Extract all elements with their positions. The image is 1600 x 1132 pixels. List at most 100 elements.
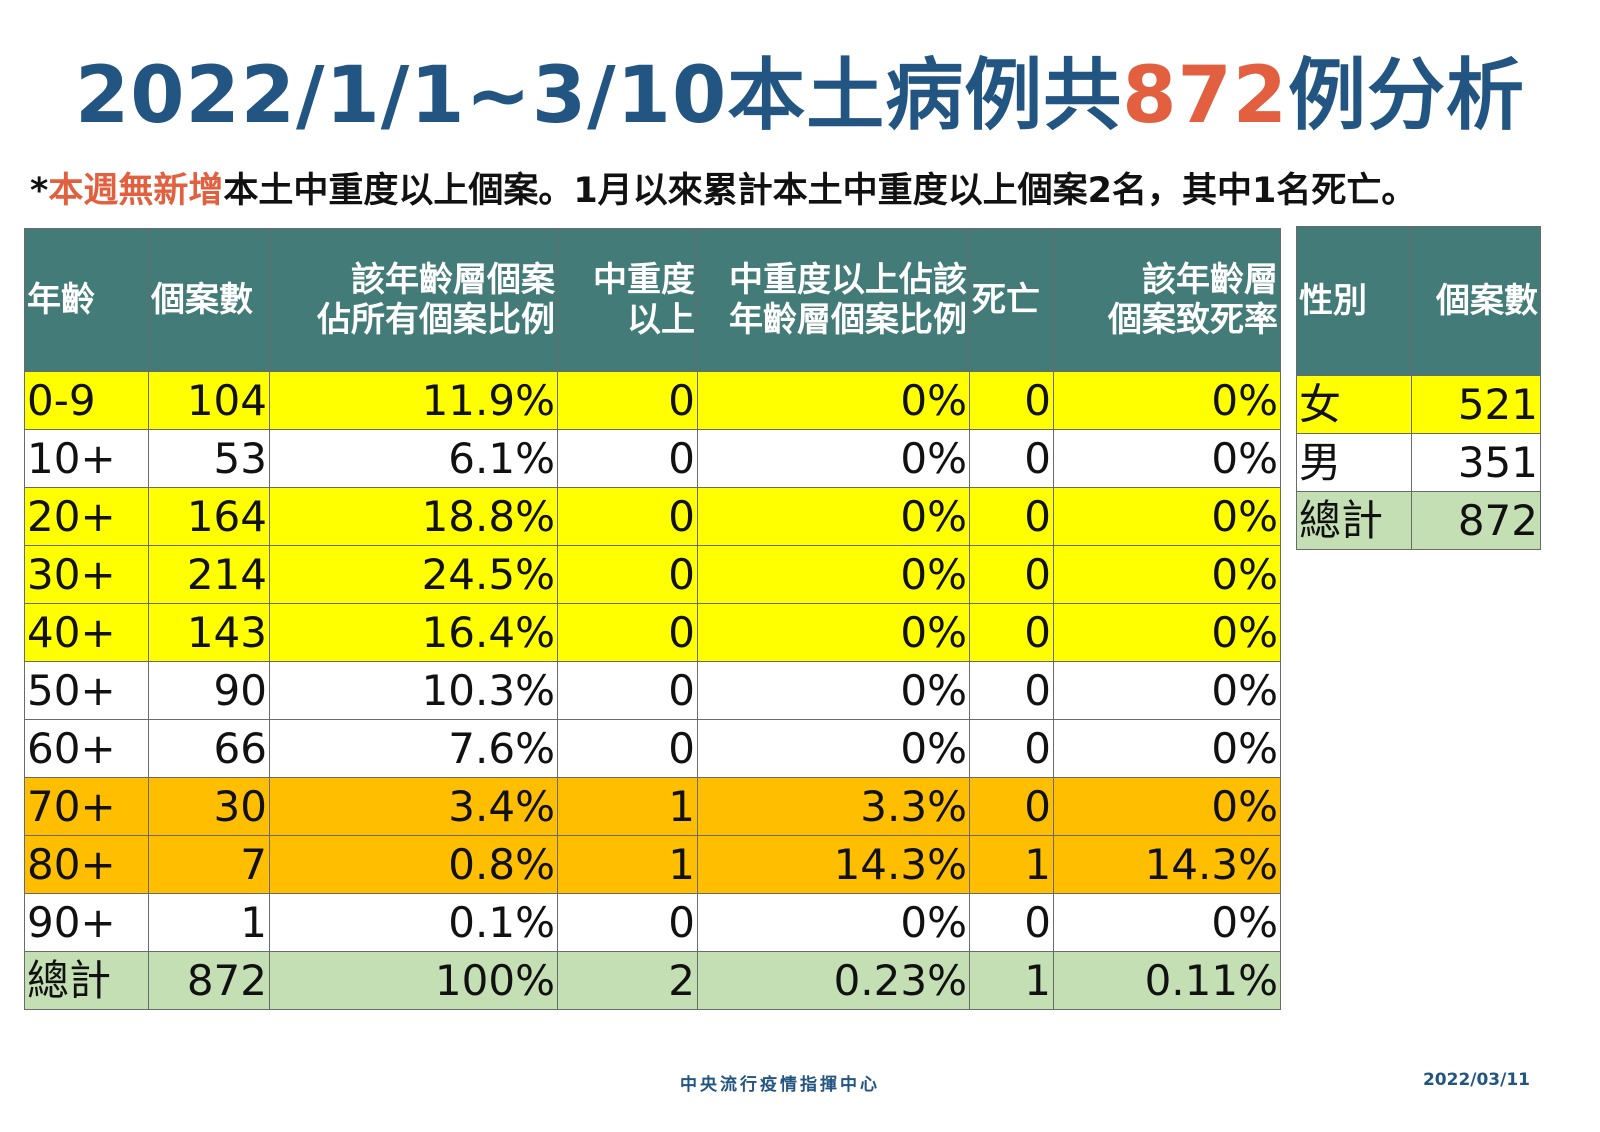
- cell-severe: 0: [557, 371, 698, 430]
- age-table-header-row: 年齡 個案數 該年齡層個案 佔所有個案比例 中重度 以上 中重度以上佔該 年齡層…: [24, 228, 1281, 372]
- cell-severe-share: 0.23%: [697, 951, 970, 1010]
- header-severe-line2: 以上: [627, 300, 695, 340]
- cell-share: 0.1%: [269, 893, 558, 952]
- cell-sex: 總計: [1296, 491, 1412, 550]
- cell-severe-share: 0%: [697, 719, 970, 778]
- header-severe-share-line2: 年齡層個案比例: [729, 300, 967, 340]
- cell-cases: 66: [148, 719, 270, 778]
- cell-severe-share: 0%: [697, 661, 970, 720]
- sex-table: 性別 個案數 女 521 男 351 總計 872: [1296, 226, 1541, 550]
- table-row: 30+ 214 24.5% 0 0% 0 0%: [24, 545, 1281, 604]
- cell-cfr: 0%: [1053, 777, 1281, 836]
- cell-deaths: 0: [969, 777, 1054, 836]
- cell-cases: 521: [1411, 375, 1541, 434]
- cell-age: 30+: [24, 545, 149, 604]
- table-row: 20+ 164 18.8% 0 0% 0 0%: [24, 487, 1281, 546]
- cell-share: 11.9%: [269, 371, 558, 430]
- cell-age: 60+: [24, 719, 149, 778]
- header-deaths: 死亡: [969, 228, 1054, 372]
- cell-age: 10+: [24, 429, 149, 488]
- note-star: *: [30, 171, 49, 211]
- cell-severe-share: 0%: [697, 487, 970, 546]
- cell-cases: 30: [148, 777, 270, 836]
- footer-organization: 中央流行疫情指揮中心: [680, 1075, 880, 1095]
- table-row: 70+ 30 3.4% 1 3.3% 0 0%: [24, 777, 1281, 836]
- cell-severe: 0: [557, 603, 698, 662]
- cell-cases: 1: [148, 893, 270, 952]
- page-title: 2022/1/1~3/10本土病例共872例分析: [0, 48, 1600, 144]
- cell-cfr: 0%: [1053, 545, 1281, 604]
- header-cfr-line1: 該年齡層: [1142, 260, 1278, 300]
- cell-cases: 164: [148, 487, 270, 546]
- cell-share: 100%: [269, 951, 558, 1010]
- cell-share: 0.8%: [269, 835, 558, 894]
- cell-severe: 0: [557, 719, 698, 778]
- cell-severe-share: 0%: [697, 603, 970, 662]
- note-highlight: 本週無新增: [48, 171, 224, 211]
- cell-share: 6.1%: [269, 429, 558, 488]
- sex-table-header-row: 性別 個案數: [1296, 226, 1541, 376]
- cell-cases: 90: [148, 661, 270, 720]
- age-table-body: 0-9 104 11.9% 0 0% 0 0% 10+ 53 6.1% 0 0% 0 0% 20+ 164 18…: [24, 371, 1281, 1010]
- cell-cases: 7: [148, 835, 270, 894]
- cell-cfr: 0%: [1053, 719, 1281, 778]
- cell-age: 50+: [24, 661, 149, 720]
- cell-severe-share: 0%: [697, 545, 970, 604]
- cell-cases: 351: [1411, 433, 1541, 492]
- cell-severe: 1: [557, 835, 698, 894]
- table-row: 總計 872: [1296, 491, 1541, 550]
- header-sex-cases: 個案數: [1411, 226, 1541, 376]
- cell-deaths: 1: [969, 835, 1054, 894]
- cell-share: 18.8%: [269, 487, 558, 546]
- total-row: 總計 872 100% 2 0.23% 1 0.11%: [24, 951, 1281, 1010]
- cell-age: 總計: [24, 951, 149, 1010]
- cell-cases: 872: [148, 951, 270, 1010]
- cell-deaths: 0: [969, 429, 1054, 488]
- summary-note: *本週無新增本土中重度以上個案。1月以來累計本土中重度以上個案2名，其中1名死亡…: [30, 168, 1590, 214]
- note-text: 本土中重度以上個案。1月以來累計本土中重度以上個案2名，其中1名死亡。: [223, 171, 1417, 211]
- cell-severe-share: 3.3%: [697, 777, 970, 836]
- table-row: 0-9 104 11.9% 0 0% 0 0%: [24, 371, 1281, 430]
- cell-deaths: 0: [969, 487, 1054, 546]
- cell-severe-share: 0%: [697, 893, 970, 952]
- header-severe-line1: 中重度: [593, 260, 695, 300]
- cell-severe: 0: [557, 661, 698, 720]
- cell-cases: 872: [1411, 491, 1541, 550]
- cell-deaths: 0: [969, 661, 1054, 720]
- cell-deaths: 0: [969, 603, 1054, 662]
- cell-age: 40+: [24, 603, 149, 662]
- footer-date: 2022/03/11: [1422, 1070, 1530, 1090]
- header-cfr: 該年齡層 個案致死率: [1053, 228, 1281, 372]
- cell-cfr: 0%: [1053, 661, 1281, 720]
- cell-age: 70+: [24, 777, 149, 836]
- table-row: 80+ 7 0.8% 1 14.3% 1 14.3%: [24, 835, 1281, 894]
- cell-cfr: 14.3%: [1053, 835, 1281, 894]
- cell-share: 3.4%: [269, 777, 558, 836]
- cell-cases: 214: [148, 545, 270, 604]
- cell-age: 90+: [24, 893, 149, 952]
- header-share-line1: 該年齡層個案: [351, 260, 555, 300]
- header-cfr-line2: 個案致死率: [1108, 300, 1278, 340]
- cell-cfr: 0.11%: [1053, 951, 1281, 1010]
- cell-cfr: 0%: [1053, 487, 1281, 546]
- cell-severe-share: 0%: [697, 371, 970, 430]
- header-severe-share: 中重度以上佔該 年齡層個案比例: [697, 228, 970, 372]
- table-row: 女 521: [1296, 375, 1541, 434]
- table-row: 50+ 90 10.3% 0 0% 0 0%: [24, 661, 1281, 720]
- header-severe: 中重度 以上: [557, 228, 698, 372]
- cell-age: 80+: [24, 835, 149, 894]
- cell-severe: 0: [557, 487, 698, 546]
- cell-share: 16.4%: [269, 603, 558, 662]
- sex-table-body: 女 521 男 351 總計 872: [1296, 375, 1541, 550]
- table-row: 40+ 143 16.4% 0 0% 0 0%: [24, 603, 1281, 662]
- cell-cases: 143: [148, 603, 270, 662]
- age-group-table: 年齡 個案數 該年齡層個案 佔所有個案比例 中重度 以上 中重度以上佔該 年齡層…: [24, 228, 1281, 1010]
- cell-deaths: 0: [969, 545, 1054, 604]
- table-row: 男 351: [1296, 433, 1541, 492]
- cell-sex: 男: [1296, 433, 1412, 492]
- cell-cases: 104: [148, 371, 270, 430]
- header-sex: 性別: [1296, 226, 1412, 376]
- title-highlight: 872: [1122, 51, 1289, 141]
- cell-share: 24.5%: [269, 545, 558, 604]
- title-suffix: 例分析: [1288, 51, 1526, 141]
